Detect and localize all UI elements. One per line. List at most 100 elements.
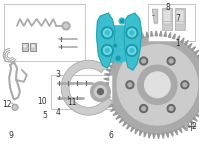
Polygon shape: [105, 96, 110, 98]
Polygon shape: [124, 13, 142, 70]
Circle shape: [126, 45, 138, 56]
Polygon shape: [113, 112, 118, 116]
Circle shape: [145, 72, 170, 98]
Circle shape: [103, 46, 111, 54]
Circle shape: [181, 81, 189, 89]
Polygon shape: [108, 104, 113, 107]
Bar: [51, 75, 112, 109]
Text: 11: 11: [67, 98, 77, 107]
Polygon shape: [152, 9, 157, 23]
Polygon shape: [116, 115, 120, 119]
Polygon shape: [193, 117, 197, 121]
Circle shape: [101, 27, 113, 39]
Circle shape: [12, 104, 18, 110]
Polygon shape: [97, 13, 115, 68]
Polygon shape: [110, 26, 132, 62]
Circle shape: [169, 59, 173, 63]
Polygon shape: [173, 34, 175, 39]
Text: 3: 3: [56, 70, 61, 80]
Polygon shape: [179, 128, 182, 133]
Bar: [176, 10, 184, 24]
Circle shape: [117, 45, 198, 125]
Bar: [175, 8, 185, 30]
Bar: [30, 43, 36, 51]
Bar: [162, 8, 172, 30]
Polygon shape: [127, 125, 130, 129]
Circle shape: [142, 107, 146, 111]
Circle shape: [130, 31, 134, 35]
Polygon shape: [151, 31, 153, 36]
Text: 2: 2: [191, 122, 196, 131]
Circle shape: [14, 106, 16, 109]
Polygon shape: [133, 37, 136, 42]
Circle shape: [105, 31, 109, 35]
Text: 12: 12: [2, 100, 12, 109]
Polygon shape: [104, 78, 109, 80]
Circle shape: [183, 83, 187, 87]
Bar: [163, 10, 171, 24]
Polygon shape: [175, 130, 177, 135]
Polygon shape: [162, 133, 164, 138]
Polygon shape: [170, 131, 173, 136]
Polygon shape: [164, 31, 166, 36]
Circle shape: [105, 49, 109, 52]
Polygon shape: [160, 31, 162, 36]
Polygon shape: [155, 31, 157, 36]
Circle shape: [130, 49, 134, 52]
Text: 1: 1: [176, 39, 180, 48]
Circle shape: [62, 22, 70, 30]
Circle shape: [142, 59, 146, 63]
Polygon shape: [157, 134, 160, 139]
Polygon shape: [103, 83, 108, 85]
Polygon shape: [177, 36, 180, 41]
Polygon shape: [119, 119, 123, 123]
Polygon shape: [188, 43, 192, 48]
Polygon shape: [123, 122, 127, 126]
Circle shape: [64, 24, 68, 28]
Bar: [31, 44, 35, 49]
Polygon shape: [104, 91, 109, 93]
Polygon shape: [191, 47, 196, 51]
Polygon shape: [110, 108, 115, 111]
Circle shape: [114, 54, 122, 62]
Text: 6: 6: [109, 131, 114, 140]
Circle shape: [169, 107, 173, 111]
Bar: [148, 4, 195, 41]
Circle shape: [116, 56, 120, 60]
Circle shape: [138, 65, 177, 104]
Polygon shape: [135, 129, 138, 134]
Polygon shape: [184, 40, 188, 45]
Polygon shape: [149, 133, 151, 138]
Polygon shape: [106, 69, 111, 72]
Text: 7: 7: [176, 14, 180, 23]
Polygon shape: [181, 38, 184, 43]
Polygon shape: [129, 39, 132, 44]
Text: 4: 4: [56, 108, 61, 117]
Polygon shape: [131, 127, 134, 132]
Circle shape: [140, 57, 148, 65]
Polygon shape: [168, 32, 171, 37]
Polygon shape: [186, 123, 190, 128]
Circle shape: [128, 83, 132, 87]
Polygon shape: [197, 54, 200, 58]
Circle shape: [128, 29, 136, 37]
Polygon shape: [125, 42, 129, 46]
Polygon shape: [146, 32, 149, 37]
Circle shape: [167, 57, 175, 65]
Circle shape: [114, 44, 117, 47]
Polygon shape: [190, 120, 194, 125]
Text: 10: 10: [37, 97, 46, 106]
Polygon shape: [109, 60, 114, 64]
Circle shape: [119, 18, 125, 24]
Bar: [4, 4, 85, 61]
Polygon shape: [114, 52, 119, 56]
Polygon shape: [166, 133, 168, 138]
Circle shape: [103, 29, 111, 37]
Polygon shape: [106, 100, 111, 103]
Circle shape: [167, 105, 175, 112]
Polygon shape: [104, 87, 108, 89]
Polygon shape: [140, 131, 142, 136]
Polygon shape: [153, 134, 155, 139]
Circle shape: [97, 89, 103, 95]
Circle shape: [140, 105, 148, 112]
